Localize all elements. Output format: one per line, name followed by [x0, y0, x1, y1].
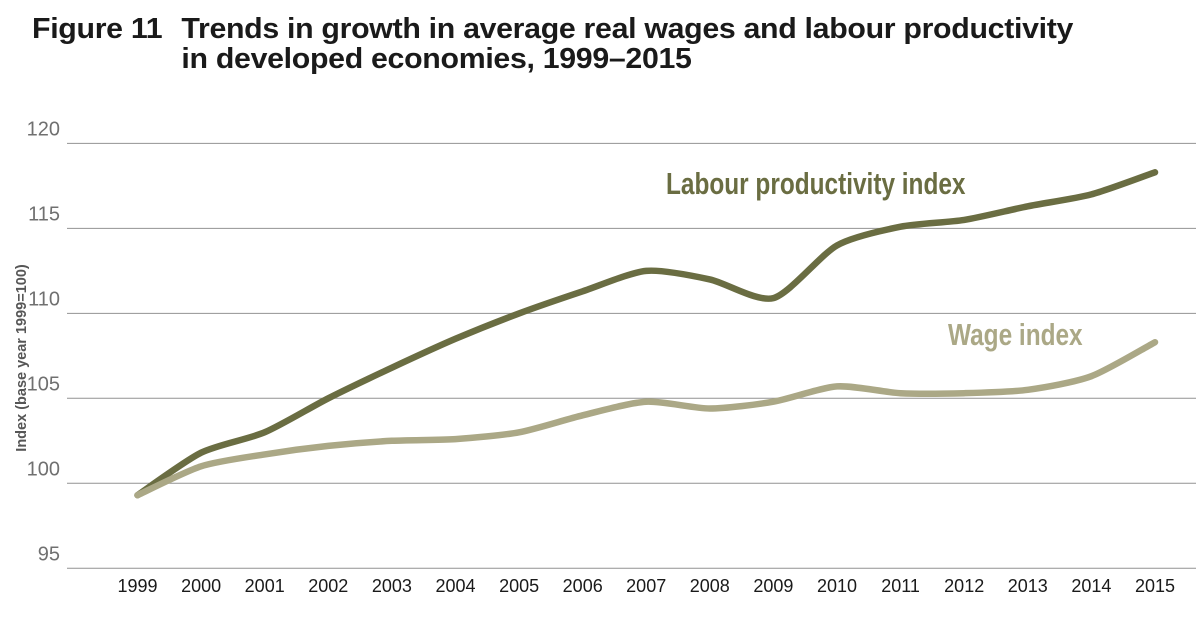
- svg-text:2002: 2002: [308, 576, 348, 596]
- svg-text:2009: 2009: [753, 576, 793, 596]
- svg-text:2010: 2010: [817, 576, 857, 596]
- svg-text:2007: 2007: [626, 576, 666, 596]
- svg-text:100: 100: [27, 458, 60, 480]
- svg-text:120: 120: [27, 118, 60, 140]
- svg-text:2004: 2004: [435, 576, 475, 596]
- svg-text:2015: 2015: [1135, 576, 1175, 596]
- svg-text:2014: 2014: [1071, 576, 1111, 596]
- svg-text:2000: 2000: [181, 576, 221, 596]
- svg-text:2013: 2013: [1008, 576, 1048, 596]
- svg-text:2008: 2008: [690, 576, 730, 596]
- svg-text:Wage index: Wage index: [948, 317, 1083, 351]
- svg-text:Index (base year 1999=100): Index (base year 1999=100): [14, 264, 30, 452]
- svg-text:110: 110: [28, 288, 60, 310]
- svg-text:105: 105: [27, 373, 60, 395]
- svg-text:Labour productivity index: Labour productivity index: [666, 166, 966, 200]
- svg-text:2011: 2011: [881, 576, 920, 596]
- svg-text:2006: 2006: [563, 576, 603, 596]
- svg-text:2005: 2005: [499, 576, 539, 596]
- svg-text:2001: 2001: [245, 576, 285, 596]
- svg-text:95: 95: [38, 543, 60, 565]
- svg-text:115: 115: [28, 203, 60, 225]
- svg-text:2003: 2003: [372, 576, 412, 596]
- svg-text:2012: 2012: [944, 576, 984, 596]
- svg-text:1999: 1999: [117, 576, 157, 596]
